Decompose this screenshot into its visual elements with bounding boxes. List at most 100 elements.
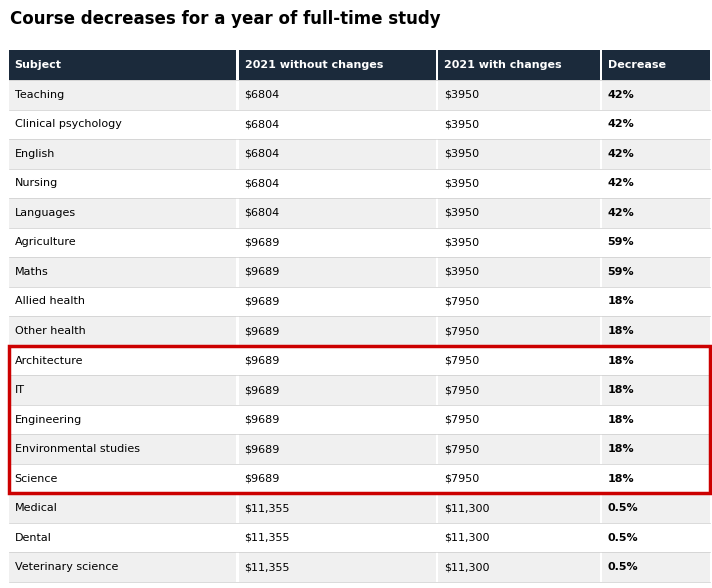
- Text: 42%: 42%: [607, 90, 634, 100]
- Text: $9689: $9689: [244, 415, 280, 425]
- Bar: [239, 109, 436, 139]
- Text: Other health: Other health: [14, 326, 85, 336]
- Text: $9689: $9689: [244, 474, 280, 484]
- Text: $9689: $9689: [244, 444, 280, 454]
- Text: Dental: Dental: [14, 533, 51, 543]
- Text: 18%: 18%: [607, 444, 634, 454]
- Text: 2021 without changes: 2021 without changes: [244, 60, 383, 70]
- Bar: [438, 80, 600, 109]
- Bar: [438, 257, 600, 287]
- Text: Medical: Medical: [14, 503, 58, 513]
- Bar: [438, 346, 600, 375]
- Bar: [438, 375, 600, 405]
- Text: 18%: 18%: [607, 326, 634, 336]
- Text: Course decreases for a year of full-time study: Course decreases for a year of full-time…: [10, 10, 441, 28]
- Bar: [9, 464, 236, 493]
- Bar: [602, 50, 710, 80]
- Text: English: English: [14, 149, 55, 159]
- Text: $6804: $6804: [244, 149, 280, 159]
- Text: $3950: $3950: [444, 238, 479, 248]
- Bar: [438, 493, 600, 523]
- Text: $3950: $3950: [444, 267, 479, 277]
- Text: $9689: $9689: [244, 385, 280, 395]
- Bar: [239, 493, 436, 523]
- Bar: [239, 375, 436, 405]
- Bar: [602, 80, 710, 109]
- Bar: [602, 375, 710, 405]
- Text: $6804: $6804: [244, 178, 280, 188]
- Bar: [438, 198, 600, 228]
- Text: Architecture: Architecture: [14, 356, 83, 366]
- Text: 0.5%: 0.5%: [607, 533, 638, 543]
- Text: Maths: Maths: [14, 267, 48, 277]
- Text: 42%: 42%: [607, 208, 634, 218]
- Text: Allied health: Allied health: [14, 296, 85, 306]
- Bar: [9, 228, 236, 257]
- Text: $11,355: $11,355: [244, 503, 290, 513]
- Text: $9689: $9689: [244, 238, 280, 248]
- Bar: [9, 553, 236, 582]
- Text: $7950: $7950: [444, 326, 479, 336]
- Text: 18%: 18%: [607, 385, 634, 395]
- Bar: [239, 464, 436, 493]
- Text: $3950: $3950: [444, 178, 479, 188]
- Bar: [9, 375, 236, 405]
- Text: Engineering: Engineering: [14, 415, 82, 425]
- Text: $3950: $3950: [444, 149, 479, 159]
- Text: 18%: 18%: [607, 356, 634, 366]
- Text: Clinical psychology: Clinical psychology: [14, 119, 122, 129]
- Text: 59%: 59%: [607, 267, 634, 277]
- Bar: [9, 346, 710, 493]
- Text: Nursing: Nursing: [14, 178, 58, 188]
- Text: Agriculture: Agriculture: [14, 238, 76, 248]
- Text: 0.5%: 0.5%: [607, 562, 638, 572]
- Text: 18%: 18%: [607, 474, 634, 484]
- Text: Environmental studies: Environmental studies: [14, 444, 140, 454]
- Text: $7950: $7950: [444, 474, 479, 484]
- Bar: [438, 435, 600, 464]
- Bar: [438, 553, 600, 582]
- Bar: [438, 316, 600, 346]
- Bar: [438, 228, 600, 257]
- Bar: [239, 80, 436, 109]
- Bar: [602, 493, 710, 523]
- Text: $6804: $6804: [244, 119, 280, 129]
- Bar: [602, 109, 710, 139]
- Bar: [602, 228, 710, 257]
- Bar: [438, 287, 600, 316]
- Bar: [602, 257, 710, 287]
- Bar: [438, 169, 600, 198]
- Text: 42%: 42%: [607, 119, 634, 129]
- Text: Decrease: Decrease: [607, 60, 666, 70]
- Bar: [438, 405, 600, 435]
- Text: $3950: $3950: [444, 208, 479, 218]
- Bar: [239, 553, 436, 582]
- Bar: [239, 257, 436, 287]
- Text: $6804: $6804: [244, 208, 280, 218]
- Bar: [438, 139, 600, 169]
- Text: Teaching: Teaching: [14, 90, 64, 100]
- Text: 0.5%: 0.5%: [607, 503, 638, 513]
- Text: 18%: 18%: [607, 296, 634, 306]
- Bar: [9, 405, 236, 435]
- Bar: [9, 523, 236, 553]
- Text: Veterinary science: Veterinary science: [14, 562, 118, 572]
- Bar: [239, 198, 436, 228]
- Bar: [9, 257, 236, 287]
- Text: 42%: 42%: [607, 178, 634, 188]
- Bar: [9, 169, 236, 198]
- Bar: [9, 198, 236, 228]
- Bar: [602, 287, 710, 316]
- Bar: [239, 346, 436, 375]
- Text: $9689: $9689: [244, 356, 280, 366]
- Text: $6804: $6804: [244, 90, 280, 100]
- Bar: [239, 316, 436, 346]
- Bar: [602, 198, 710, 228]
- Text: $7950: $7950: [444, 385, 479, 395]
- Text: 2021 with changes: 2021 with changes: [444, 60, 562, 70]
- Text: IT: IT: [14, 385, 24, 395]
- Text: $11,300: $11,300: [444, 533, 489, 543]
- Text: 59%: 59%: [607, 238, 634, 248]
- Text: $3950: $3950: [444, 90, 479, 100]
- Text: $7950: $7950: [444, 415, 479, 425]
